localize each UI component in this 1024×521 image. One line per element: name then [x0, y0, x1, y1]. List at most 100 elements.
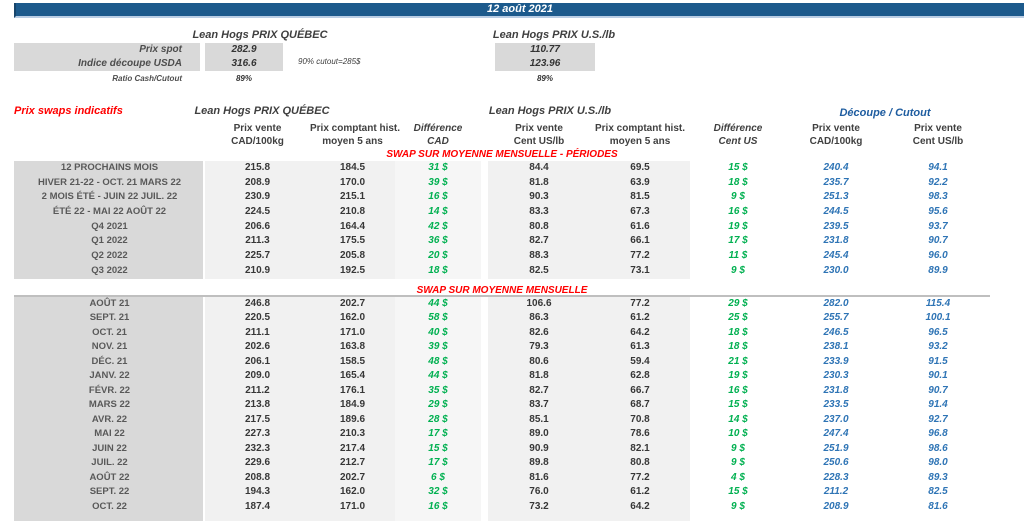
data-cell: 89.0: [488, 427, 590, 442]
data-cell: 66.7: [590, 383, 690, 398]
table-row: JUIL. 22 229.6 212.7 17 $ 89.8 80.8 9 $ 250.6 98…: [14, 456, 990, 471]
data-cell: 39 $: [395, 340, 481, 355]
data-cell: 81.6: [928, 500, 948, 512]
column-gap: [481, 500, 488, 515]
data-cell: 158.5: [310, 354, 395, 369]
data-cell: 89.8: [488, 456, 590, 471]
swaps-titles-row: Prix swaps indicatifs Lean Hogs PRIX QUÉ…: [14, 104, 990, 121]
row-label: 2 MOIS ÉTÉ - JUIN 22 JUIL. 22: [14, 190, 205, 206]
data-cell: 211.1: [205, 325, 310, 340]
data-cell: 19 $: [728, 220, 748, 232]
data-cell: 282.0: [823, 297, 849, 309]
data-cell: 64.2: [590, 499, 690, 514]
data-cell: 189.6: [310, 412, 395, 427]
data-cell: 165.4: [310, 369, 395, 384]
row-label: MARS 22: [14, 398, 205, 413]
data-cell: 210.3: [310, 427, 395, 442]
row-label: SEPT. 21: [14, 311, 205, 326]
tail-cell: [205, 514, 310, 521]
tail-cell: [14, 514, 205, 521]
row-label: MAI 22: [14, 427, 205, 442]
column-gap: [481, 220, 488, 235]
data-cell: 184.9: [310, 398, 395, 413]
spot-price-us-value: 110.77: [495, 43, 595, 57]
data-cell: 82.1: [590, 441, 690, 456]
data-cell: 80.8: [488, 219, 590, 235]
row-label: Q4 2021: [14, 219, 205, 235]
column-header: Prix vente Cent US/lb: [488, 121, 590, 148]
column-gap: [481, 369, 488, 384]
data-cell: 15 $: [395, 441, 481, 456]
data-cell: 39 $: [395, 175, 481, 191]
data-cell: 96.8: [928, 428, 948, 439]
monthly-table-body: AOÛT 21 246.8 202.7 44 $106.6 77.2 29 $282.0 1…: [14, 296, 990, 521]
row-label: SEPT. 22: [14, 485, 205, 500]
data-cell: 98.6: [928, 442, 948, 454]
data-cell: 245.4: [823, 250, 849, 262]
table-row: 2 MOIS ÉTÉ - JUIN 22 JUIL. 22 230.9 215.1 1…: [14, 190, 990, 206]
row-label: DÉC. 21: [14, 354, 205, 369]
data-cell: 44 $: [395, 296, 481, 311]
data-cell: 230.9: [205, 190, 310, 206]
data-cell: 9 $: [731, 457, 745, 468]
column-gap: [481, 297, 488, 312]
column-header: Prix vente CAD/100kg: [786, 121, 886, 148]
data-cell: 18 $: [728, 326, 748, 338]
data-cell: 90.9: [488, 441, 590, 456]
table-row: AVR. 22 217.5 189.6 28 $ 85.1 70.8 14 $ 237.0 92…: [14, 412, 990, 427]
tail-cell: [690, 514, 786, 521]
data-cell: 70.8: [590, 412, 690, 427]
data-cell: 232.3: [205, 441, 310, 456]
data-cell: 91.5: [928, 355, 948, 367]
swaps-us-title: Lean Hogs PRIX U.S./lb: [488, 105, 612, 117]
table-row: FÉVR. 22 211.2 176.1 35 $ 82.7 66.7 16 $ 231.8 9…: [14, 383, 990, 398]
data-cell: 251.9: [823, 442, 849, 454]
table-row: NOV. 21 202.6 163.8 39 $ 79.3 61.3 18 $ 238.1 93…: [14, 340, 990, 355]
column-gap: [481, 190, 488, 205]
row-label: Q2 2022: [14, 249, 205, 264]
header-line-2: moyen 5 ans: [609, 136, 671, 147]
row-label: OCT. 21: [14, 325, 205, 340]
data-cell: 235.7: [823, 176, 849, 188]
data-cell: 83.3: [488, 205, 590, 220]
data-cell: 17 $: [395, 456, 481, 471]
data-cell: 82.6: [488, 325, 590, 340]
data-cell: 238.1: [823, 341, 849, 352]
data-cell: 42 $: [395, 219, 481, 235]
data-cell: 164.4: [310, 219, 395, 235]
data-cell: 73.1: [590, 263, 690, 279]
data-cell: 246.8: [205, 296, 310, 311]
row-label: HIVER 21-22 - OCT. 21 MARS 22: [14, 175, 205, 191]
cutout-index-qc-value: 316.6: [205, 57, 283, 71]
data-cell: 81.8: [488, 369, 590, 384]
header-line-2: Cent US: [718, 136, 758, 147]
cutout-index-us-value: 123.96: [495, 57, 595, 71]
table-row: JANV. 22 209.0 165.4 44 $ 81.8 62.8 19 $ 230.3 9…: [14, 369, 990, 384]
row-label: AOÛT 21: [14, 296, 205, 311]
column-header: Différence CAD: [395, 121, 481, 148]
cutout-group-title: Découpe / Cutout: [839, 107, 931, 119]
data-cell: 67.3: [590, 205, 690, 220]
data-cell: 202.7: [310, 296, 395, 311]
data-cell: 211.2: [823, 486, 849, 497]
data-cell: 230.3: [823, 370, 849, 381]
header-line-1: Prix vente: [515, 123, 563, 134]
column-gap: [481, 485, 488, 500]
data-cell: 19 $: [728, 370, 748, 381]
data-cell: 16 $: [395, 499, 481, 514]
spot-us-title: Lean Hogs PRIX U.S./lb: [492, 29, 616, 41]
data-cell: 61.2: [590, 485, 690, 500]
spot-quebec-title: Lean Hogs PRIX QUÉBEC: [192, 29, 328, 41]
table-row: JUIN 22 232.3 217.4 15 $ 90.9 82.1 9 $ 251.9 98.…: [14, 441, 990, 456]
data-cell: 215.1: [310, 190, 395, 206]
data-cell: 90.1: [928, 370, 948, 381]
data-cell: 247.4: [823, 428, 849, 439]
swaps-section-title: Prix swaps indicatifs: [14, 105, 123, 117]
table-row: Q1 2022 211.3 175.5 36 $ 82.7 66.1 17 $ 231.8 90…: [14, 234, 990, 250]
data-cell: 25 $: [728, 312, 748, 323]
ratio-us-value: 89%: [536, 74, 553, 83]
data-cell: 206.1: [205, 354, 310, 369]
row-label: AOÛT 22: [14, 470, 205, 485]
data-cell: 217.4: [310, 441, 395, 456]
header-line-2: CAD/100kg: [231, 136, 284, 147]
